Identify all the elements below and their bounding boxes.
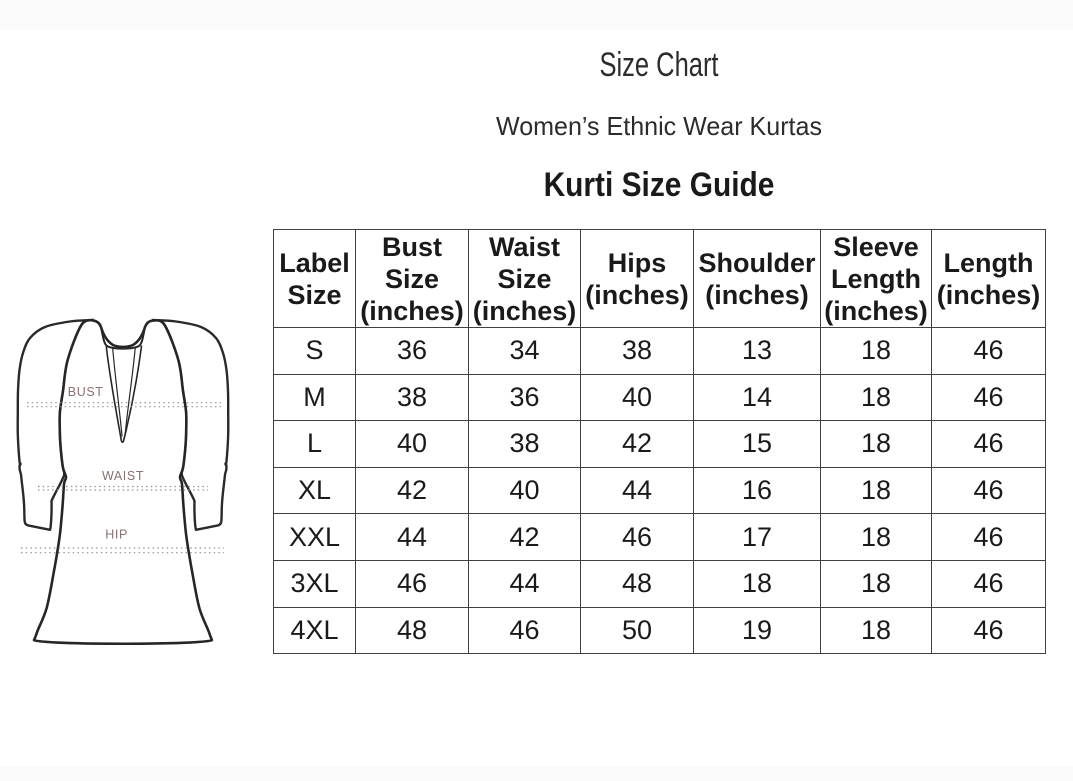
svg-text:WAIST: WAIST xyxy=(102,469,144,483)
svg-text:BUST: BUST xyxy=(68,385,104,399)
svg-text:HIP: HIP xyxy=(105,528,128,542)
